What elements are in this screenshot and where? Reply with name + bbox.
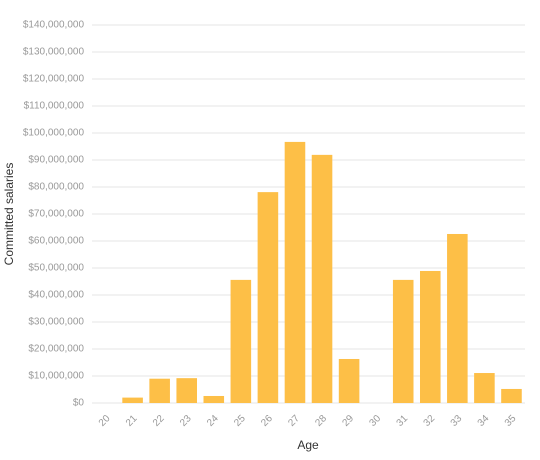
y-tick-label: $40,000,000 (28, 290, 84, 301)
x-tick-label: 23 (178, 413, 194, 429)
bar (149, 378, 170, 403)
bar (419, 270, 441, 403)
x-tick-label: 35 (503, 413, 519, 429)
y-tick-label: $60,000,000 (28, 236, 84, 247)
y-tick-label: $90,000,000 (28, 155, 84, 166)
bar (284, 141, 306, 403)
bar (176, 378, 198, 403)
x-tick-label: 25 (232, 413, 248, 429)
y-tick-label: $130,000,000 (23, 47, 85, 58)
bar (311, 154, 333, 403)
x-axis-title: Age (297, 438, 319, 452)
x-tick-label: 30 (368, 413, 384, 429)
x-tick-label: 26 (259, 413, 275, 429)
y-tick-label: $110,000,000 (24, 101, 85, 112)
bar (474, 373, 495, 403)
bar (203, 395, 225, 403)
y-tick-label: $30,000,000 (28, 317, 84, 328)
x-tick-label: 24 (205, 413, 221, 429)
bar (257, 192, 279, 403)
y-tick-label: $0 (73, 398, 85, 409)
bar (122, 397, 143, 403)
bar (501, 388, 522, 403)
bar (230, 279, 252, 403)
x-tick-label: 28 (313, 413, 329, 429)
x-tick-label: 27 (286, 413, 302, 429)
x-tick-label: 31 (395, 413, 411, 429)
x-tick-label: 22 (151, 413, 167, 429)
x-tick-label: 20 (97, 413, 113, 429)
x-tick-label: 21 (124, 413, 140, 429)
y-tick-label: $70,000,000 (28, 209, 84, 220)
y-tick-label: $20,000,000 (28, 344, 84, 355)
y-tick-label: $120,000,000 (23, 74, 85, 85)
bar (392, 279, 414, 403)
x-tick-label: 33 (449, 413, 465, 429)
y-tick-label: $50,000,000 (28, 263, 84, 274)
x-tick-label: 29 (340, 413, 356, 429)
bar (447, 233, 468, 403)
bar (338, 358, 360, 403)
x-tick-label: 34 (476, 413, 492, 429)
y-tick-label: $100,000,000 (23, 128, 85, 139)
y-tick-label: $80,000,000 (28, 182, 84, 193)
y-tick-label: $140,000,000 (23, 20, 85, 31)
x-tick-label: 32 (422, 413, 438, 429)
y-axis-title: Committed salaries (2, 163, 16, 266)
y-tick-label: $10,000,000 (28, 371, 84, 382)
